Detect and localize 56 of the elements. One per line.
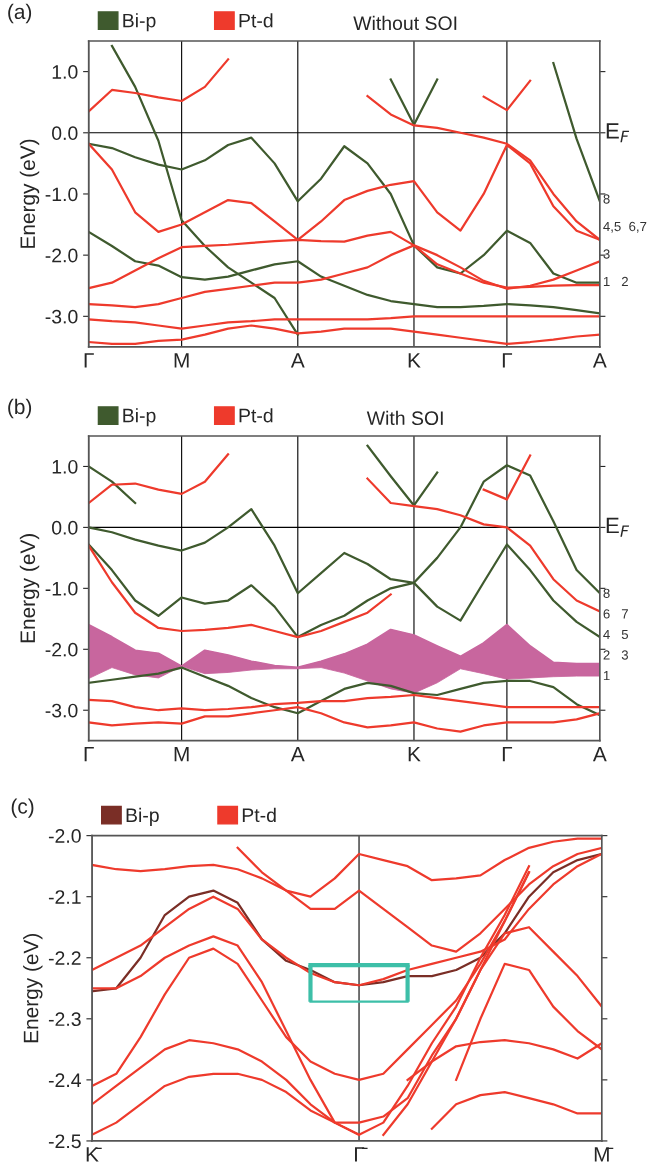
legend-label: Bi-p	[126, 807, 159, 826]
x-tick-label: A	[290, 747, 305, 762]
y-tick-label: -2.2	[48, 951, 81, 965]
text: 3	[603, 249, 610, 259]
x-tick-label: A	[592, 747, 607, 762]
chart-title: Without SOI	[353, 15, 457, 31]
text: (a)	[8, 3, 32, 24]
x-tick-label: Γ	[84, 747, 94, 762]
text: 4,5 6,7	[603, 221, 647, 233]
y-tick-label: -3.0	[45, 703, 78, 718]
x-tick-label: Γ	[502, 353, 513, 368]
y-tick-label: -2.4	[48, 1073, 81, 1087]
text: 1 2	[603, 276, 628, 287]
text: 8	[603, 588, 610, 598]
x-tick-label: Γ̄	[355, 1147, 368, 1162]
legend-label: Bi-p	[123, 408, 156, 427]
x-tick-label: Γ	[84, 353, 94, 368]
y-tick-label: -1.0	[45, 187, 78, 202]
text: (b)	[8, 398, 32, 419]
legend-label: Pt-d	[239, 13, 273, 28]
y-tick-label: 0.0	[52, 126, 78, 141]
y-tick-label: -2.1	[48, 890, 81, 904]
x-tick-label: M	[174, 747, 189, 762]
text: 2 3	[603, 650, 628, 660]
x-tick-label: A	[290, 353, 305, 368]
y-tick-label: 1.0	[52, 459, 78, 474]
chart-title: With SOI	[366, 410, 443, 426]
y-tick-label: -3.0	[45, 309, 78, 324]
y-tick-label: -2.0	[48, 829, 81, 843]
x-tick-label: K	[408, 747, 421, 762]
text: 4 5	[603, 629, 629, 640]
legend-label: Bi-p	[123, 13, 156, 32]
y-tick-label: 0.0	[52, 520, 78, 535]
y-tick-label: -2.3	[48, 1012, 81, 1027]
x-tick-label: M̄	[594, 1147, 614, 1162]
x-tick-label: Γ	[502, 747, 513, 762]
legend-label: Pt-d	[239, 408, 273, 423]
x-tick-label: M	[174, 353, 189, 368]
y-tick-label: -1.0	[45, 581, 78, 596]
y-tick-label: 1.0	[52, 65, 78, 79]
y-tick-label: -2.0	[45, 642, 78, 657]
ref-line-label: E$_{F}$	[606, 517, 630, 537]
x-tick-label: K	[408, 353, 421, 368]
y-tick-label: -2.5	[48, 1134, 81, 1149]
text: 6 7	[603, 609, 628, 619]
text: (c)	[11, 798, 34, 818]
legend-label: Pt-d	[242, 807, 276, 823]
y-axis-title: Energy (eV)	[19, 139, 40, 248]
y-axis-title: Energy (eV)	[23, 934, 43, 1043]
x-tick-label: K̄	[86, 1147, 102, 1162]
x-tick-label: A	[592, 353, 607, 368]
text: 1	[603, 671, 610, 681]
y-tick-label: -2.0	[45, 248, 78, 263]
text: 8	[603, 194, 610, 204]
ref-line-label: E$_{F}$	[606, 123, 630, 143]
y-axis-title: Energy (eV)	[19, 534, 40, 643]
